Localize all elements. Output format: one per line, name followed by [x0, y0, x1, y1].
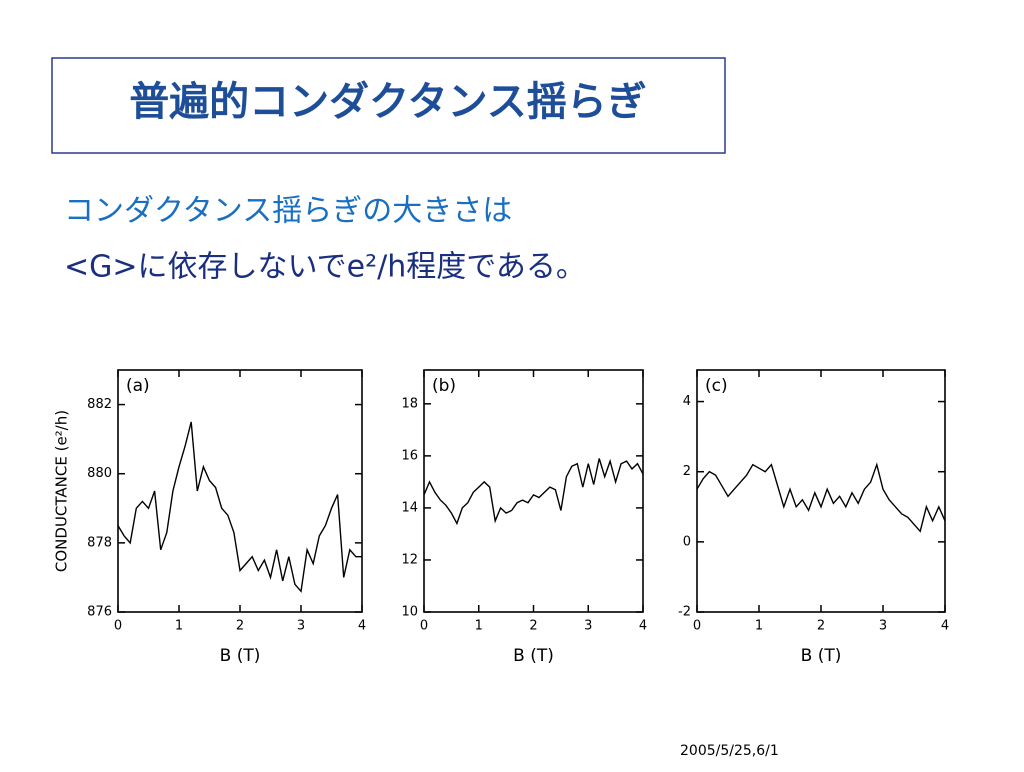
panel-label: (b)	[432, 376, 456, 396]
body-line: コンダクタンス揺らぎの大きさは	[64, 194, 512, 229]
x-tick-label: 0	[114, 619, 122, 634]
x-tick-label: 1	[175, 619, 183, 634]
panel-label: (a)	[126, 376, 150, 396]
data-line	[117, 421, 362, 593]
x-tick-label: 3	[879, 619, 887, 634]
y-tick-label: 16	[401, 448, 418, 463]
plot-frame	[423, 369, 644, 613]
x-axis-label: B (T)	[513, 646, 554, 666]
x-tick-label: 0	[420, 619, 428, 634]
y-tick-label: 12	[401, 552, 418, 567]
x-axis-label: B (T)	[220, 646, 261, 666]
x-tick-label: 1	[755, 619, 763, 634]
title-box	[51, 57, 726, 154]
y-tick-label: 18	[401, 396, 418, 411]
y-tick-label: 880	[87, 466, 112, 481]
y-tick-label: 4	[683, 394, 691, 409]
y-tick-label: 2	[683, 464, 691, 479]
y-tick-label: 10	[401, 605, 418, 620]
x-tick-label: 2	[817, 619, 825, 634]
y-tick-label: 882	[87, 397, 112, 412]
data-line	[423, 458, 644, 526]
x-tick-label: 4	[639, 619, 647, 634]
slide-title: 普遍的コンダクタンス揺らぎ	[129, 79, 647, 125]
x-tick-label: 1	[475, 619, 483, 634]
y-tick-label: -2	[678, 605, 691, 620]
x-tick-label: 3	[297, 619, 305, 634]
x-tick-label: 4	[358, 619, 366, 634]
y-tick-label: 0	[683, 534, 691, 549]
x-tick-label: 4	[941, 619, 949, 634]
body-line: <G>に依存しないでe²/h程度である。	[64, 250, 586, 285]
panel-label: (c)	[705, 376, 728, 396]
footer-date: 2005/5/25,6/1	[680, 743, 779, 759]
y-tick-label: 14	[401, 500, 418, 515]
x-tick-label: 2	[529, 619, 537, 634]
x-tick-label: 2	[236, 619, 244, 634]
data-line	[696, 462, 946, 533]
x-tick-label: 0	[693, 619, 701, 634]
y-axis-label: CONDUCTANCE (e²/h)	[53, 410, 71, 572]
x-tick-label: 3	[584, 619, 592, 634]
x-axis-label: B (T)	[801, 646, 842, 666]
y-tick-label: 878	[87, 535, 112, 550]
y-tick-label: 876	[87, 605, 112, 620]
plot-frame	[696, 369, 946, 613]
